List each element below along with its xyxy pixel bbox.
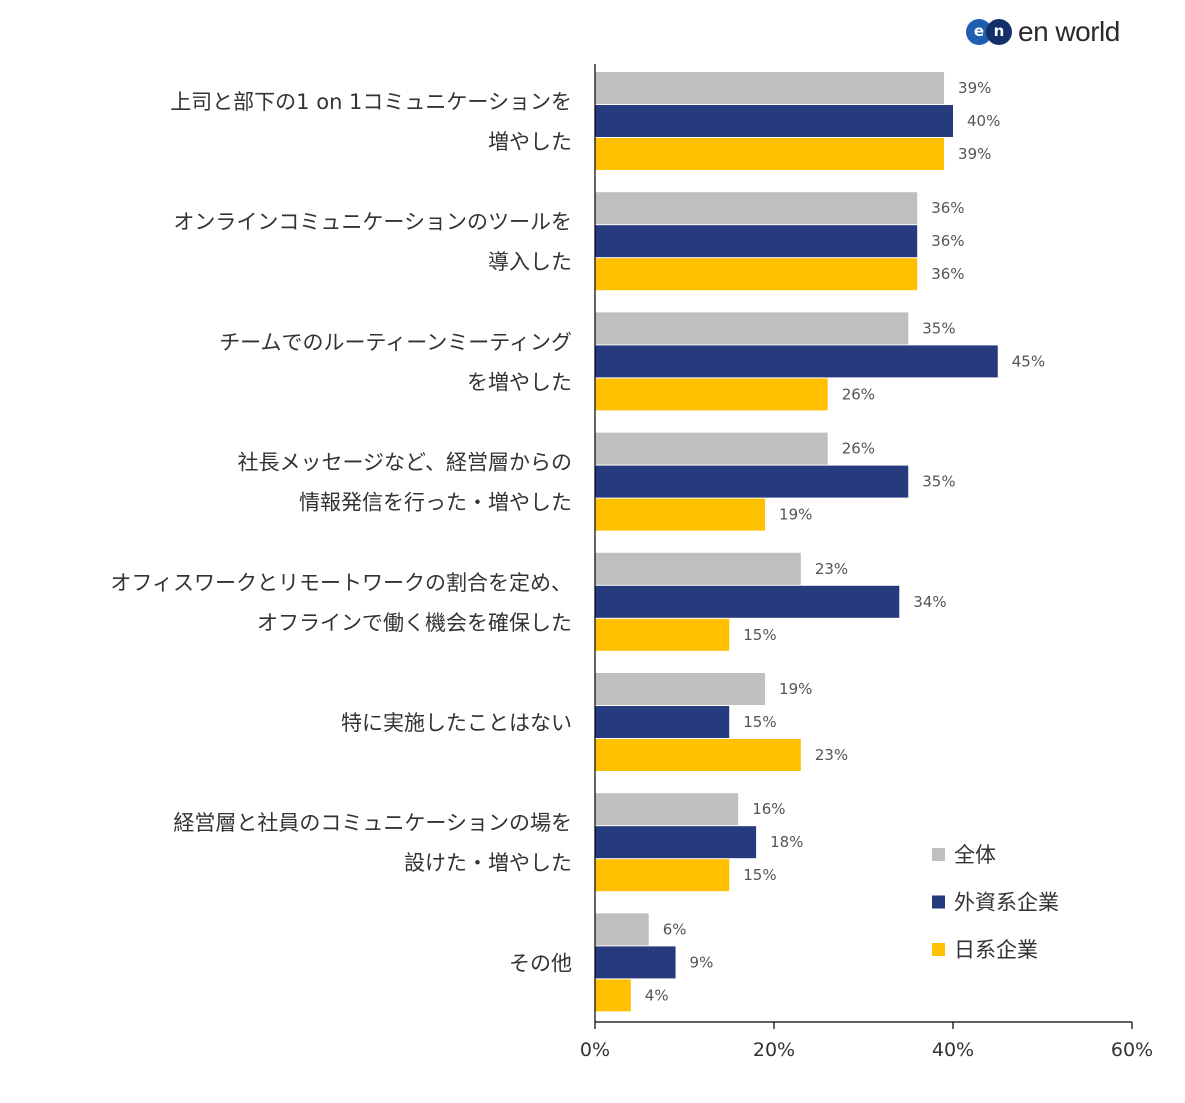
- value-label: 19%: [779, 680, 812, 698]
- category-label: 情報発信を行った・増やした: [299, 491, 572, 515]
- value-label: 35%: [922, 473, 955, 491]
- bar-all-5: [595, 673, 766, 705]
- bar-all-2: [595, 312, 909, 345]
- bar-japanese-5: [595, 739, 801, 771]
- value-label: 19%: [779, 506, 812, 524]
- x-tick-label: 40%: [932, 1039, 974, 1061]
- bar-all-6: [595, 793, 739, 826]
- value-label: 36%: [931, 265, 964, 283]
- value-label: 15%: [743, 713, 776, 731]
- value-label: 18%: [770, 833, 803, 851]
- value-label: 34%: [913, 593, 946, 611]
- category-label: 増やした: [488, 130, 572, 154]
- x-tick-label: 20%: [753, 1039, 795, 1061]
- value-label: 23%: [815, 560, 848, 578]
- value-label: 36%: [931, 199, 964, 217]
- value-label: 16%: [752, 800, 785, 818]
- legend-label: 外資系企業: [954, 891, 1059, 915]
- category-label: 社長メッセージなど、経営層からの: [237, 451, 572, 475]
- logo-mark-right: n: [986, 19, 1012, 45]
- category-label: チームでのルーティーンミーティング: [219, 330, 572, 354]
- bar-japanese-2: [595, 378, 828, 411]
- bar-japanese-6: [595, 859, 730, 892]
- value-label: 6%: [663, 920, 687, 938]
- legend-swatch: [932, 943, 945, 956]
- category-label: 特に実施したことはない: [341, 711, 572, 735]
- category-label: 上司と部下の1 on 1コミュニケーションを: [170, 90, 572, 114]
- legend-swatch: [932, 895, 945, 909]
- logo-text: en world: [1018, 16, 1120, 47]
- value-label: 15%: [743, 626, 776, 644]
- x-tick-label: 0%: [580, 1039, 610, 1061]
- category-label: オフラインで働く機会を確保した: [257, 611, 572, 635]
- bar-japanese-4: [595, 618, 730, 651]
- value-label: 15%: [743, 866, 776, 884]
- bar-foreign-5: [595, 706, 730, 738]
- category-label: オンラインコミュニケーションのツールを: [173, 210, 572, 234]
- category-label: 設けた・増やした: [404, 851, 572, 875]
- legend-swatch: [932, 848, 945, 861]
- bar-japanese-0: [595, 138, 945, 170]
- bar-foreign-0: [595, 105, 953, 137]
- bar-foreign-1: [595, 225, 918, 258]
- bar-foreign-7: [595, 946, 676, 979]
- value-label: 9%: [690, 953, 714, 971]
- bar-all-7: [595, 913, 649, 946]
- enworld-logo: e n en world: [966, 14, 1120, 50]
- legend-label: 全体: [954, 843, 996, 867]
- legend-label: 日系企業: [954, 938, 1038, 962]
- value-label: 35%: [922, 319, 955, 337]
- category-label: 導入した: [488, 250, 572, 274]
- value-label: 4%: [645, 986, 669, 1004]
- bar-foreign-4: [595, 585, 900, 618]
- category-label: を増やした: [467, 370, 572, 394]
- value-label: 26%: [842, 440, 875, 458]
- bar-foreign-6: [595, 826, 757, 859]
- category-label: オフィスワークとリモートワークの割合を定め、: [110, 571, 572, 595]
- value-label: 26%: [842, 385, 875, 403]
- category-label: 経営層と社員のコミュニケーションの場を: [173, 811, 572, 835]
- value-label: 23%: [815, 746, 848, 764]
- bar-all-0: [595, 72, 945, 104]
- x-tick-label: 60%: [1111, 1039, 1153, 1061]
- value-label: 36%: [931, 232, 964, 250]
- category-label: その他: [509, 951, 572, 975]
- bar-foreign-2: [595, 345, 998, 378]
- bar-all-1: [595, 192, 918, 225]
- enworld-logo-mark-icon: e n: [966, 14, 1014, 50]
- bar-all-4: [595, 552, 801, 585]
- value-label: 39%: [958, 79, 991, 97]
- bar-foreign-3: [595, 465, 909, 498]
- bar-japanese-1: [595, 258, 918, 291]
- bar-japanese-3: [595, 498, 766, 531]
- value-label: 45%: [1012, 352, 1045, 370]
- bar-all-3: [595, 432, 828, 465]
- value-label: 40%: [967, 112, 1000, 130]
- value-label: 39%: [958, 145, 991, 163]
- bar-japanese-7: [595, 979, 631, 1012]
